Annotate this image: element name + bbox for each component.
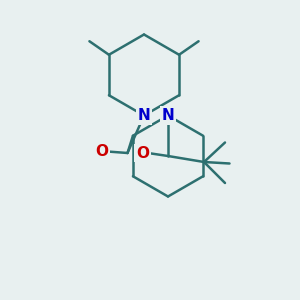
Text: N: N [138, 108, 150, 123]
Text: O: O [136, 146, 149, 160]
Text: O: O [95, 144, 109, 159]
Text: N: N [162, 108, 174, 123]
